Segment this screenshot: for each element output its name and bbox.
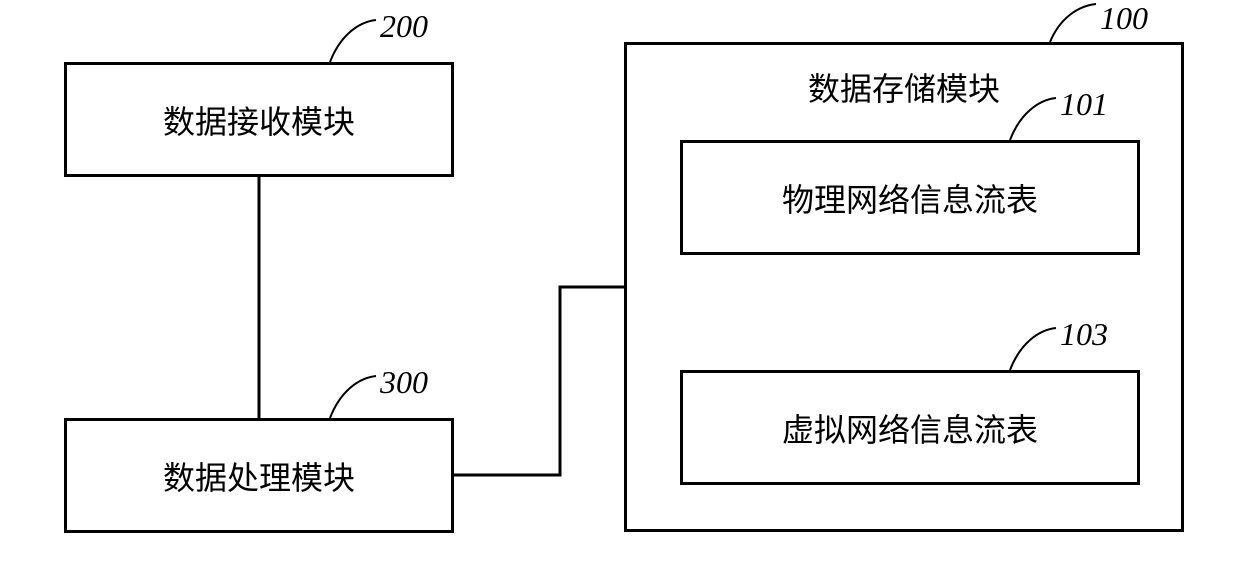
callout-103-label: 103	[1060, 316, 1108, 353]
box-data-receive-module: 数据接收模块	[64, 62, 454, 177]
connector-proc-to-storage	[454, 287, 624, 475]
box-label: 数据处理模块	[163, 453, 355, 499]
callout-300-curve	[330, 376, 376, 418]
box-virtual-network-flow-table: 虚拟网络信息流表	[680, 370, 1140, 485]
callout-101-label: 101	[1060, 86, 1108, 123]
box-label: 物理网络信息流表	[782, 175, 1038, 221]
box-label: 虚拟网络信息流表	[782, 405, 1038, 451]
callout-200-curve	[330, 20, 376, 62]
box-data-process-module: 数据处理模块	[64, 418, 454, 533]
box-physical-network-flow-table: 物理网络信息流表	[680, 140, 1140, 255]
callout-200-label: 200	[380, 8, 428, 45]
box-label: 数据接收模块	[163, 97, 355, 143]
diagram-canvas: 数据接收模块 数据处理模块 数据存储模块 物理网络信息流表 虚拟网络信息流表 2…	[0, 0, 1240, 580]
callout-300-label: 300	[380, 364, 428, 401]
callout-100-label: 100	[1100, 0, 1148, 37]
callout-100-curve	[1050, 4, 1096, 42]
